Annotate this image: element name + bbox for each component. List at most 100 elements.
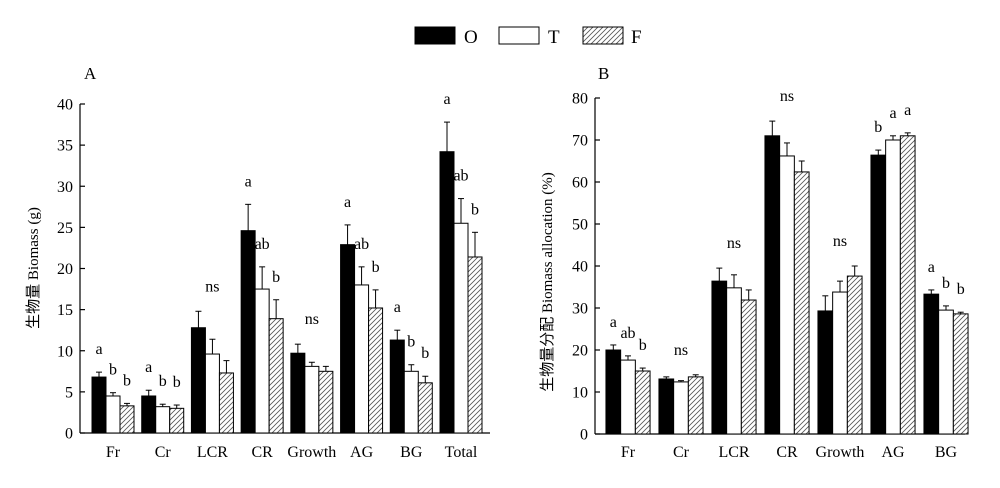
significance-letter: a [610,314,617,331]
bar-ag-t [354,284,370,434]
bar-total-t [453,222,469,434]
bar-fr-f [634,370,651,435]
x-category-label: Cr [155,444,172,461]
x-category-label: AG [350,444,374,461]
bar-ag-o [870,154,887,435]
bar-lcr-t [726,287,742,435]
y-tick-label: 10 [57,343,73,360]
significance-letter: a [245,173,252,190]
bar-cr-f [687,376,704,435]
x-category-label: Total [445,444,478,461]
significance-letter: b [942,275,950,292]
significance-letter: a [443,91,450,108]
significance-label: ns [727,235,741,252]
legend-swatch-o [414,26,456,45]
legend-label-o: O [464,27,478,48]
significance-letter: a [145,359,152,376]
bar-fr-o [605,349,622,435]
bar-total-f [467,256,483,434]
x-category-label: Fr [621,444,636,461]
bar-fr-t [620,359,636,435]
y-tick-label: 5 [65,384,73,401]
y-tick-label: 50 [572,217,588,234]
significance-letter: b [123,372,131,389]
bar-lcr-o [190,327,206,434]
bar-group-total: Total a abb [439,91,483,461]
bar-ag-t [885,139,901,435]
significance-letter: b [874,119,882,136]
bar-cr-o [141,395,157,434]
bar-group-cr: CR a abb [240,173,284,461]
y-tick-label: 80 [572,91,588,108]
bar-group-lcr: LCR ns [190,278,234,461]
bar-fr-o [91,376,107,434]
y-tick-label: 30 [572,301,588,318]
x-category-label: CR [251,444,273,461]
y-tick-label: 0 [65,426,73,443]
bar-lcr-o [711,280,728,435]
bar-cr-o [658,378,675,435]
bar-group-growth: Growth ns [816,233,865,461]
bar-bg-t [403,370,419,434]
y-axis-label: 生物量分配 Biomass allocation (%) [539,172,556,392]
significance-letter: b [159,373,167,390]
x-category-label: BG [935,444,958,461]
bar-fr-t [105,395,121,434]
bar-growth-o [817,310,834,435]
legend-label-t: T [548,27,560,48]
bar-group-cr: Cr ns [658,342,704,461]
x-category-label: AG [881,444,905,461]
bar-bg-f [417,382,433,434]
bar-growth-o [290,352,306,434]
y-tick-label: 20 [57,261,73,278]
x-category-label: LCR [718,444,749,461]
bar-cr-f [793,171,810,435]
significance-letter: a [928,259,935,276]
significance-label: ns [305,311,319,328]
y-tick-label: 10 [572,385,588,402]
significance-letter: ab [620,325,635,342]
x-category-label: BG [400,444,423,461]
bar-fr-f [119,405,135,434]
significance-letter: b [372,259,380,276]
x-category-label: Growth [287,444,336,461]
bar-group-cr: CR ns [764,88,810,461]
x-category-label: Cr [673,444,690,461]
significance-letter: b [639,337,647,354]
bar-growth-f [846,275,863,435]
bar-growth-f [318,370,334,434]
legend-item-f: F [582,26,642,48]
bar-cr-o [240,230,256,434]
legend-swatch-f [582,26,624,45]
significance-letter: ab [255,236,270,253]
y-tick-label: 30 [57,179,73,196]
bar-ag-o [340,244,356,434]
significance-label: ns [674,342,688,359]
significance-letter: b [957,281,965,298]
significance-letter: b [421,345,429,362]
bar-growth-t [304,365,320,434]
significance-letter: b [173,374,181,391]
y-tick-label: 35 [57,138,73,155]
bar-ag-f [368,307,384,434]
bar-group-ag: AG a abb [340,194,384,461]
bar-bg-o [389,339,405,434]
legend-label-f: F [631,27,642,48]
x-category-label: Fr [106,444,121,461]
bar-bg-o [923,293,940,435]
bar-bg-t [938,309,954,435]
y-tick-label: 15 [57,302,73,319]
significance-label: ns [833,233,847,250]
legend-item-t: T [498,26,560,48]
significance-letter: b [471,201,479,218]
significance-letter: a [394,299,401,316]
y-tick-label: 0 [580,427,588,444]
significance-letter: b [407,334,415,351]
x-category-label: Growth [816,444,865,461]
legend-item-o: O [414,26,478,48]
y-tick-label: 40 [57,97,73,114]
